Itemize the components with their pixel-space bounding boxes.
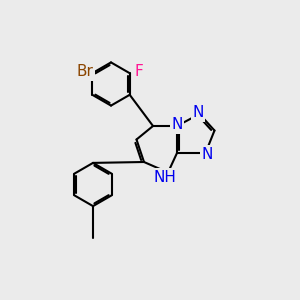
Text: Br: Br — [76, 64, 93, 79]
Text: F: F — [134, 64, 143, 79]
Text: N: N — [192, 105, 204, 120]
Text: NH: NH — [154, 169, 176, 184]
Text: N: N — [201, 147, 213, 162]
Text: N: N — [171, 117, 183, 132]
